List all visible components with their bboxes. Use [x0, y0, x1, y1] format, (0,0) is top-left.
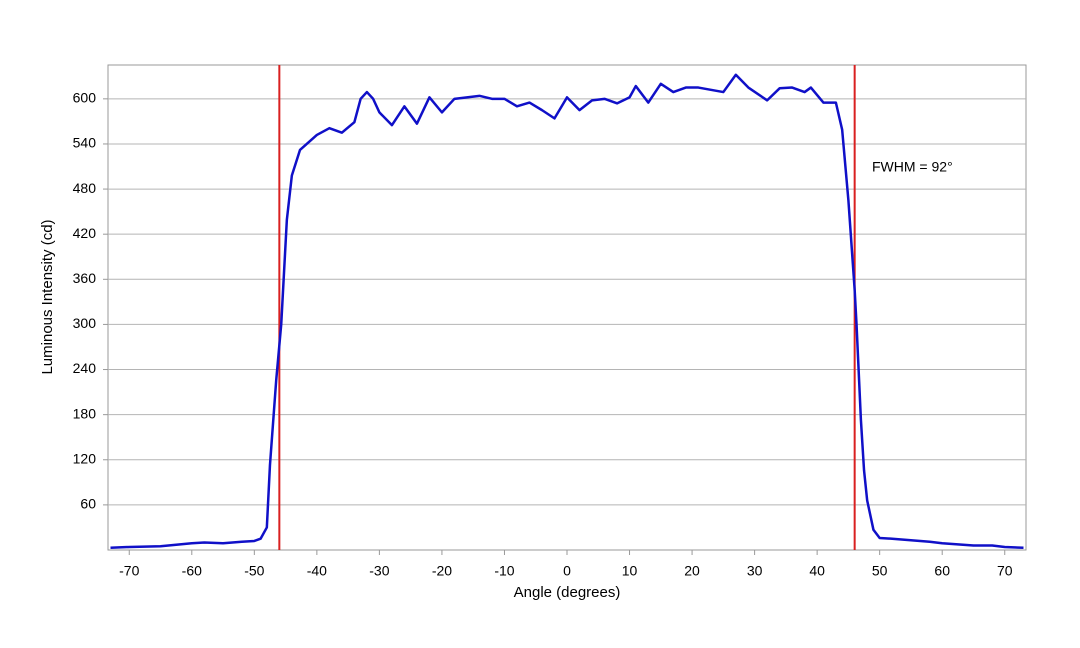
x-tick-label: 40	[809, 563, 825, 579]
x-tick-label: -60	[182, 563, 202, 579]
x-tick-label: -40	[307, 563, 327, 579]
y-tick-label: 60	[80, 496, 96, 512]
y-tick-label: 120	[73, 450, 97, 466]
y-tick-label: 240	[73, 360, 97, 376]
x-tick-label: 70	[997, 563, 1013, 579]
x-tick-label: 20	[684, 563, 700, 579]
x-tick-label: -30	[369, 563, 389, 579]
y-axis-title: Luminous Intensity (cd)	[39, 219, 56, 374]
x-tick-label: 60	[934, 563, 950, 579]
x-tick-label: 50	[872, 563, 888, 579]
x-tick-label: -10	[494, 563, 514, 579]
x-tick-label: 0	[563, 563, 571, 579]
x-tick-label: 10	[622, 563, 638, 579]
x-tick-label: -50	[244, 563, 264, 579]
plot-area	[107, 64, 1027, 551]
y-tick-label: 600	[73, 90, 97, 106]
x-axis-title: Angle (degrees)	[514, 584, 621, 601]
y-tick-label: 180	[73, 405, 97, 421]
y-tick-label: 540	[73, 135, 97, 151]
y-tick-label: 480	[73, 180, 97, 196]
annotation: FWHM = 92°	[872, 159, 953, 175]
x-tick-label: -70	[119, 563, 139, 579]
data-line	[110, 73, 1024, 549]
y-tick-label: 300	[73, 315, 97, 331]
y-tick-label: 420	[73, 225, 97, 241]
y-tick-label: 360	[73, 270, 97, 286]
x-tick-label: 30	[747, 563, 763, 579]
x-tick-label: -20	[432, 563, 452, 579]
